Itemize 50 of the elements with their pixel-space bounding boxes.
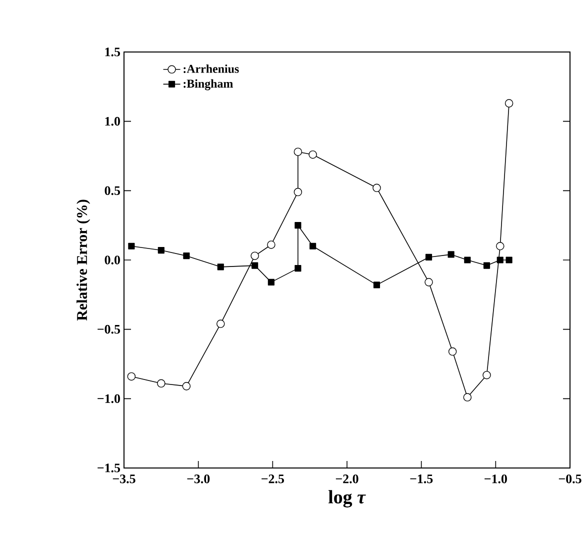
y-tick-label: 0.0	[104, 256, 120, 264]
legend-label: :Arrhenius	[184, 64, 239, 73]
point	[182, 382, 191, 390]
point	[373, 282, 380, 288]
y-tick-label: −1.5	[98, 464, 120, 472]
point	[158, 247, 164, 254]
point	[482, 370, 491, 380]
x-tick-label: −1.0	[484, 474, 507, 484]
point	[294, 188, 302, 196]
x-tick-label: −2.5	[262, 474, 284, 484]
point	[252, 262, 258, 269]
point	[424, 278, 433, 286]
point	[216, 320, 225, 328]
point	[425, 254, 432, 261]
point	[496, 242, 504, 250]
point	[496, 256, 504, 264]
point	[294, 222, 302, 229]
x-tick-label: −1.5	[410, 474, 433, 484]
point	[464, 256, 471, 264]
point	[310, 242, 316, 250]
point	[448, 347, 457, 356]
y-tick-label: 1.5	[105, 48, 120, 56]
point	[294, 265, 302, 272]
y-tick-label: 0.5	[104, 186, 120, 196]
x-axis-title: log τ	[328, 490, 366, 508]
point	[267, 240, 276, 249]
y-tick-label: −1.0	[98, 394, 120, 404]
y-axis-title: Relative Error (%)	[76, 200, 90, 321]
x-tick-label: −0.5	[558, 474, 582, 484]
x-tick-label: −3.5	[112, 474, 136, 484]
x-tick-label: −3.0	[187, 474, 210, 484]
x-tick-label: −2.0	[336, 474, 358, 484]
point	[268, 278, 274, 286]
point	[448, 251, 454, 258]
y-tick-label: 1.0	[105, 116, 120, 126]
point	[217, 264, 224, 270]
point	[250, 252, 259, 260]
point	[372, 184, 381, 192]
point	[506, 256, 512, 264]
y-tick-label: −0.5	[98, 324, 120, 334]
legend-label: :Bingham	[184, 79, 233, 90]
point	[463, 393, 472, 402]
point	[483, 262, 490, 269]
point	[127, 372, 136, 381]
point	[128, 242, 135, 250]
point	[183, 252, 190, 260]
point	[504, 99, 514, 108]
point	[308, 150, 317, 159]
point	[157, 379, 166, 388]
point	[294, 148, 302, 156]
